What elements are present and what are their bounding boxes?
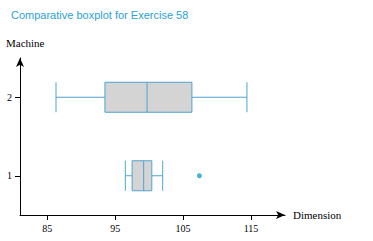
svg-text:Dimension: Dimension — [293, 209, 342, 221]
svg-text:1: 1 — [7, 170, 12, 181]
svg-text:115: 115 — [244, 223, 259, 234]
svg-text:2: 2 — [7, 92, 12, 103]
svg-text:105: 105 — [176, 223, 191, 234]
svg-text:85: 85 — [42, 223, 52, 234]
svg-text:Comparative boxplot for Exerci: Comparative boxplot for Exercise 58 — [11, 9, 188, 21]
svg-text:Machine: Machine — [6, 37, 45, 49]
svg-text:95: 95 — [110, 223, 120, 234]
